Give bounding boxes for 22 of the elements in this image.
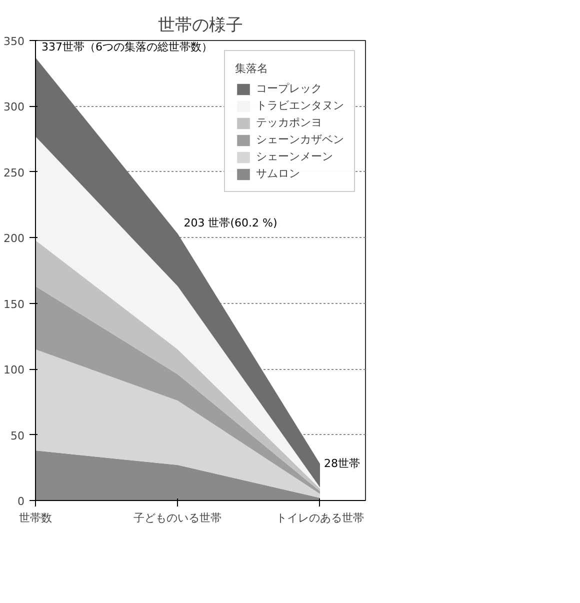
legend-title: 集落名 xyxy=(235,61,269,76)
y-tick-label: 300 xyxy=(4,100,25,114)
legend-label: テッカポンヨ xyxy=(256,115,322,130)
legend-label: シェーンメーン xyxy=(256,149,333,164)
x-tick-label: トイレのある世帯 xyxy=(276,512,364,524)
y-tick-label: 350 xyxy=(4,35,25,48)
y-tick-label: 0 xyxy=(18,495,24,508)
annotation: 337世帯（6つの集落の総世帯数） xyxy=(42,40,212,54)
legend-label: シェーンカザベン xyxy=(256,132,344,147)
y-tick-label: 150 xyxy=(4,298,25,311)
y-tick-label: 250 xyxy=(4,166,25,180)
annotation: 203 世帯(60.2 %) xyxy=(184,216,278,230)
chart-title: 世帯の様子 xyxy=(158,16,243,36)
legend-label: トラビエンタヌン xyxy=(256,98,344,113)
y-tick-label: 200 xyxy=(4,232,25,246)
x-tick-label: 世帯数 xyxy=(19,512,52,524)
x-tick-label: 子どものいる世帯 xyxy=(134,512,222,524)
y-tick-label: 50 xyxy=(10,429,25,442)
legend-label: コープレック xyxy=(256,81,322,96)
legend-label: サムロン xyxy=(256,166,300,181)
annotation: 28世帯 xyxy=(324,457,360,470)
y-tick-label: 100 xyxy=(4,364,25,377)
